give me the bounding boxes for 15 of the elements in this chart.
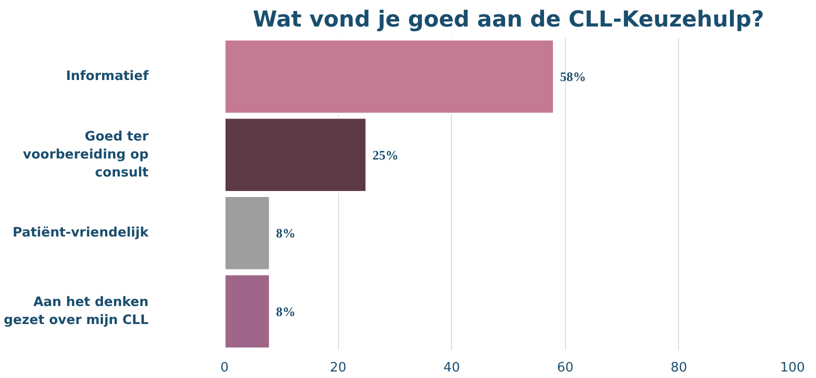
x-tick-label: 60 — [557, 360, 574, 376]
x-tick-label: 20 — [330, 360, 346, 376]
data-label: 25% — [372, 147, 398, 162]
x-tick-label: 40 — [443, 360, 460, 376]
y-tick-label: Patiënt-vriendelijk — [12, 226, 149, 241]
chart-title: Wat vond je goed aan de CLL-Keuzehulp? — [252, 8, 764, 32]
data-label: 8% — [276, 226, 296, 241]
y-tick-label: Goed ter voorbereiding op consult — [22, 129, 150, 180]
y-tick-label: Informatief — [66, 69, 149, 84]
data-label: 58% — [560, 69, 586, 84]
x-tick-label: 0 — [220, 360, 229, 376]
x-tick-label: 80 — [670, 360, 688, 376]
data-label: 8% — [276, 304, 296, 319]
y-tick-label: Aan het denken gezet over mijn CLL — [4, 294, 149, 328]
x-tick-label: 100 — [780, 360, 805, 376]
